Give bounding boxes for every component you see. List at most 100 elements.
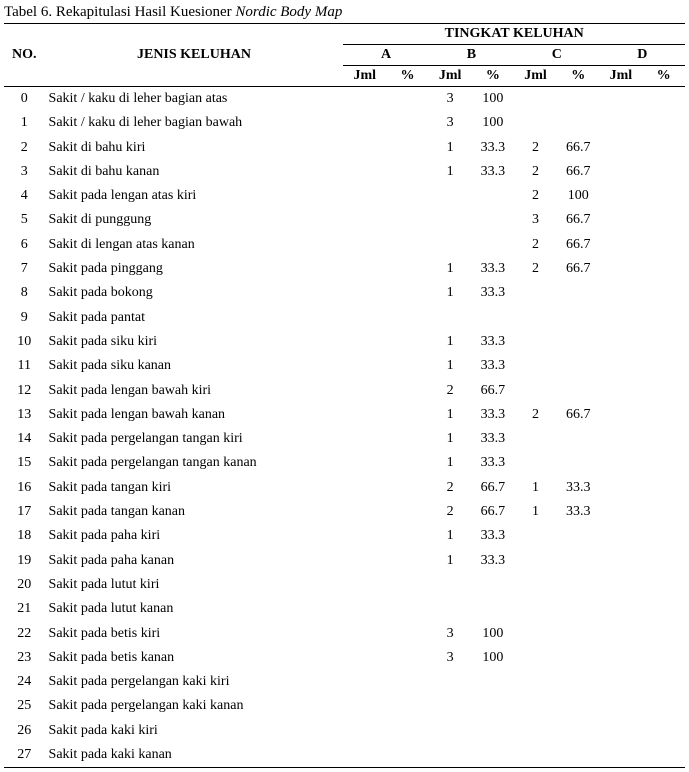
caption-prefix: Tabel 6. Rekapitulasi Hasil Kuesioner (4, 4, 235, 20)
table-row: 7Sakit pada pinggang133.3266.7 (4, 257, 685, 281)
cell-no: 18 (4, 524, 45, 548)
cell-b-jml (429, 597, 472, 621)
table-row: 1Sakit / kaku di leher bagian bawah3100 (4, 111, 685, 135)
table-row: 14Sakit pada pergelangan tangan kiri133.… (4, 427, 685, 451)
table-row: 6Sakit di lengan atas kanan266.7 (4, 233, 685, 257)
cell-b-jml: 1 (429, 257, 472, 281)
sub-b-jml: Jml (429, 66, 472, 87)
cell-a-pct (386, 330, 429, 354)
cell-b-jml (429, 306, 472, 330)
cell-a-jml (343, 354, 386, 378)
cell-c-jml: 2 (514, 184, 557, 208)
cell-d-jml (600, 208, 643, 232)
cell-b-pct (471, 184, 514, 208)
sub-a-pct: % (386, 66, 429, 87)
table-row: 8Sakit pada bokong133.3 (4, 281, 685, 305)
table-body: 0Sakit / kaku di leher bagian atas31001S… (4, 87, 685, 768)
cell-a-jml (343, 233, 386, 257)
cell-c-jml (514, 549, 557, 573)
cell-c-pct: 66.7 (557, 403, 600, 427)
cell-jenis: Sakit pada siku kanan (45, 354, 344, 378)
cell-a-jml (343, 719, 386, 743)
cell-jenis: Sakit pada lutut kanan (45, 597, 344, 621)
cell-d-jml (600, 549, 643, 573)
cell-no: 5 (4, 208, 45, 232)
cell-b-pct (471, 208, 514, 232)
cell-d-pct (642, 476, 685, 500)
cell-b-pct (471, 719, 514, 743)
table-row: 18Sakit pada paha kiri133.3 (4, 524, 685, 548)
cell-a-jml (343, 403, 386, 427)
cell-a-pct (386, 694, 429, 718)
cell-a-jml (343, 281, 386, 305)
cell-b-jml: 1 (429, 451, 472, 475)
table-row: 10Sakit pada siku kiri133.3 (4, 330, 685, 354)
cell-a-pct (386, 719, 429, 743)
cell-a-pct (386, 281, 429, 305)
cell-jenis: Sakit pada pergelangan kaki kiri (45, 670, 344, 694)
cell-d-pct (642, 111, 685, 135)
cell-c-pct (557, 743, 600, 768)
cell-no: 4 (4, 184, 45, 208)
table-head: NO. JENIS KELUHAN TINGKAT KELUHAN A B C … (4, 24, 685, 87)
cell-c-pct (557, 354, 600, 378)
cell-c-pct (557, 597, 600, 621)
cell-b-jml: 2 (429, 500, 472, 524)
cell-a-jml (343, 379, 386, 403)
cell-b-jml: 2 (429, 476, 472, 500)
cell-c-pct (557, 281, 600, 305)
cell-a-jml (343, 427, 386, 451)
cell-d-jml (600, 597, 643, 621)
cell-a-pct (386, 549, 429, 573)
cell-no: 7 (4, 257, 45, 281)
cell-b-jml: 1 (429, 354, 472, 378)
cell-jenis: Sakit pada pergelangan tangan kanan (45, 451, 344, 475)
sub-d-jml: Jml (600, 66, 643, 87)
cell-d-pct (642, 306, 685, 330)
cell-c-jml (514, 111, 557, 135)
cell-a-pct (386, 476, 429, 500)
cell-b-jml: 3 (429, 111, 472, 135)
table-row: 13Sakit pada lengan bawah kanan133.3266.… (4, 403, 685, 427)
cell-no: 16 (4, 476, 45, 500)
cell-c-jml (514, 87, 557, 112)
cell-d-pct (642, 622, 685, 646)
cell-jenis: Sakit pada siku kiri (45, 330, 344, 354)
cell-b-pct: 33.3 (471, 403, 514, 427)
cell-no: 27 (4, 743, 45, 768)
cell-d-pct (642, 160, 685, 184)
cell-d-jml (600, 524, 643, 548)
cell-d-jml (600, 573, 643, 597)
cell-d-jml (600, 476, 643, 500)
cell-a-jml (343, 330, 386, 354)
cell-c-pct (557, 427, 600, 451)
cell-jenis: Sakit pada lengan atas kiri (45, 184, 344, 208)
cell-c-jml (514, 622, 557, 646)
cell-a-pct (386, 573, 429, 597)
cell-c-jml: 1 (514, 500, 557, 524)
cell-d-pct (642, 743, 685, 768)
cell-d-jml (600, 622, 643, 646)
cell-d-jml (600, 500, 643, 524)
cell-a-pct (386, 160, 429, 184)
cell-jenis: Sakit / kaku di leher bagian atas (45, 87, 344, 112)
cell-c-jml (514, 451, 557, 475)
table-row: 27Sakit pada kaki kanan (4, 743, 685, 768)
col-no: NO. (4, 24, 45, 87)
sub-c-pct: % (557, 66, 600, 87)
table-caption: Tabel 6. Rekapitulasi Hasil Kuesioner No… (4, 4, 685, 21)
cell-d-pct (642, 500, 685, 524)
cell-no: 17 (4, 500, 45, 524)
cell-a-pct (386, 427, 429, 451)
cell-a-jml (343, 208, 386, 232)
cell-d-jml (600, 111, 643, 135)
cell-d-pct (642, 451, 685, 475)
cell-b-pct: 33.3 (471, 427, 514, 451)
group-c: C (514, 45, 599, 66)
cell-no: 0 (4, 87, 45, 112)
cell-c-pct: 100 (557, 184, 600, 208)
cell-c-jml: 2 (514, 403, 557, 427)
sub-d-pct: % (642, 66, 685, 87)
cell-c-jml (514, 694, 557, 718)
cell-a-jml (343, 257, 386, 281)
